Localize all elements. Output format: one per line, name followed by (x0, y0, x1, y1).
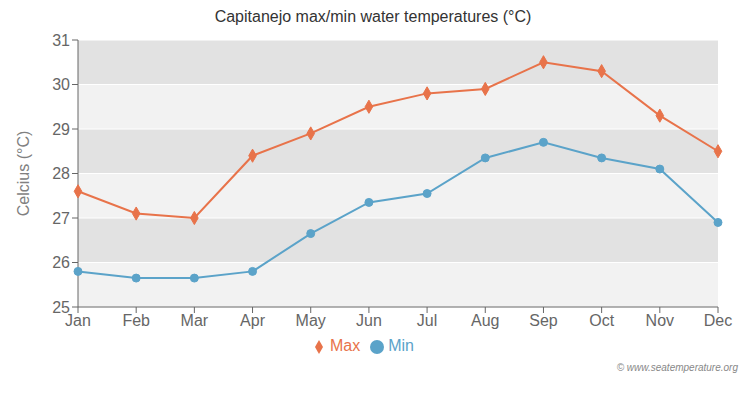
html-text:Capitanejo max/min water tempe: Capitanejo max/min water temperatures (°… (214, 8, 532, 25)
svg-text:Aug: Aug (471, 312, 499, 329)
svg-text:Sep: Sep (529, 312, 558, 329)
svg-text:Dec: Dec (704, 312, 732, 329)
svg-text:29: 29 (52, 121, 70, 138)
svg-text:Nov: Nov (646, 312, 674, 329)
svg-text:Jul: Jul (417, 312, 437, 329)
svg-text:Jan: Jan (65, 312, 91, 330)
svg-text:Celcius (°C): Celcius (°C) (15, 131, 32, 217)
svg-text:31: 31 (52, 32, 70, 49)
svg-text:Oct: Oct (589, 312, 614, 329)
svg-text:25: 25 (52, 299, 70, 316)
svg-text:27: 27 (52, 210, 70, 227)
svg-text:30: 30 (52, 76, 70, 93)
svg-text:Mar: Mar (181, 312, 209, 329)
svg-text:Jun: Jun (356, 312, 382, 329)
html-text:Max: Max (330, 337, 361, 354)
html-text:Min: Min (388, 337, 414, 354)
svg-text:Apr: Apr (240, 312, 266, 329)
svg-text:28: 28 (52, 165, 70, 182)
svg-text:May: May (296, 312, 326, 329)
html-text:© www.seatemperature.org: © www.seatemperature.org (616, 362, 738, 373)
svg-text:26: 26 (52, 254, 70, 271)
svg-text:Feb: Feb (122, 312, 150, 329)
